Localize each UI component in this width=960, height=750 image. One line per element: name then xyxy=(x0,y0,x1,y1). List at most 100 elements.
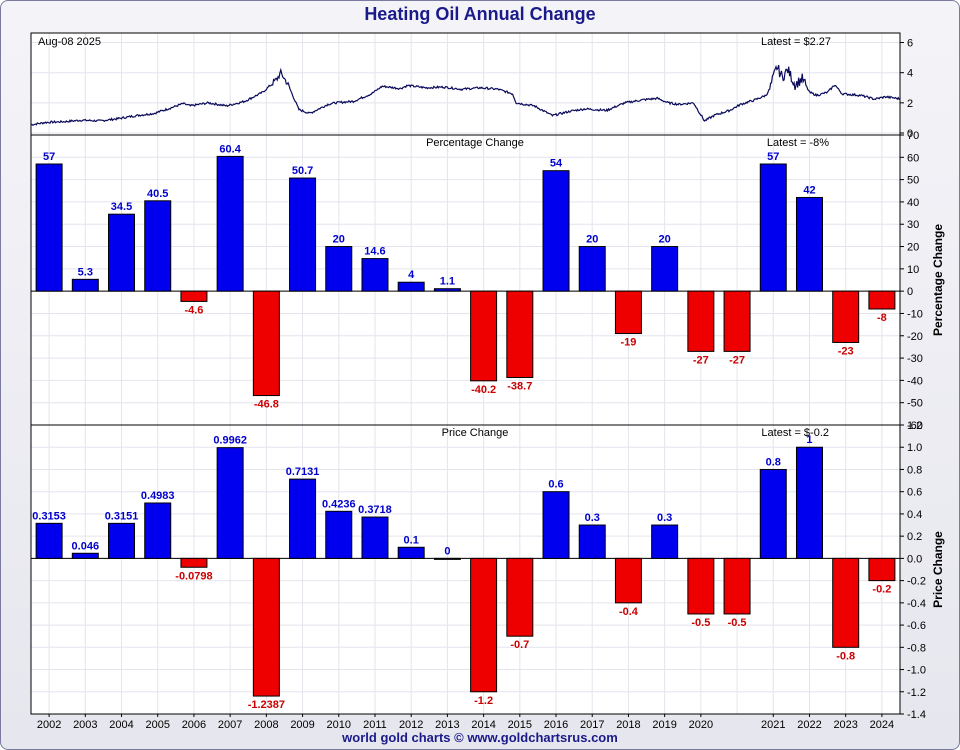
bar-value-label: 60.4 xyxy=(219,143,241,155)
bar-value-label: 0.046 xyxy=(72,540,100,552)
y-tick-label: 2 xyxy=(907,98,913,110)
bar xyxy=(832,290,860,343)
y-tick-label: -0.6 xyxy=(907,620,926,632)
y-tick-label: 0 xyxy=(907,286,913,298)
bar xyxy=(868,290,896,310)
bar xyxy=(35,163,63,292)
panel-background xyxy=(31,33,900,135)
x-tick-label: 2009 xyxy=(290,719,314,731)
bar xyxy=(470,290,498,382)
y-tick-label: -1.0 xyxy=(907,665,926,677)
bar-value-label: -8 xyxy=(877,312,887,324)
bar xyxy=(397,546,425,559)
bar xyxy=(216,155,244,292)
bar xyxy=(651,246,679,292)
bar-value-label: 34.5 xyxy=(111,201,132,213)
latest-label: Latest = -8% xyxy=(767,137,829,149)
bar-value-label: 14.6 xyxy=(364,246,385,258)
y-tick-label: -10 xyxy=(907,308,923,320)
bar xyxy=(289,478,317,559)
y-tick-label: 0.6 xyxy=(907,487,922,499)
bar xyxy=(180,290,208,302)
x-tick-label: 2020 xyxy=(689,719,713,731)
bar-value-label: -27 xyxy=(729,354,745,366)
bar xyxy=(289,177,317,292)
bar-value-label: 20 xyxy=(586,234,598,246)
bar xyxy=(361,516,389,559)
y-tick-label: 6 xyxy=(907,38,913,50)
bar-value-label: -38.7 xyxy=(507,380,532,392)
y-tick-label: 1.2 xyxy=(907,420,922,432)
bar-value-label: 1.1 xyxy=(440,276,455,288)
bar-value-label: -0.2 xyxy=(872,584,891,596)
bar xyxy=(108,213,136,292)
bar xyxy=(144,502,172,559)
bar-value-label: 0.6 xyxy=(548,479,563,491)
y-tick-label: -1.2 xyxy=(907,687,926,699)
bar xyxy=(759,163,787,292)
bar-value-label: 0.3 xyxy=(585,512,600,524)
y-tick-label: -20 xyxy=(907,331,923,343)
bar xyxy=(180,557,208,568)
y-tick-label: -0.2 xyxy=(907,576,926,588)
bar-value-label: 0.7131 xyxy=(286,466,320,478)
latest-price-label: Latest = $2.27 xyxy=(761,36,831,48)
bar-value-label: -0.8 xyxy=(836,650,855,662)
x-tick-label: 2003 xyxy=(73,719,97,731)
bar-value-label: 4 xyxy=(408,269,415,281)
bar xyxy=(506,290,534,378)
bar xyxy=(578,246,606,292)
bar xyxy=(687,290,715,352)
y-tick-label: 0.8 xyxy=(907,464,922,476)
bar xyxy=(325,246,353,292)
bar-value-label: -4.6 xyxy=(184,304,203,316)
bar-value-label: -0.5 xyxy=(728,617,747,629)
bar-value-label: -0.0798 xyxy=(175,570,212,582)
bar xyxy=(614,290,642,335)
bar xyxy=(795,446,823,559)
panel-border xyxy=(30,424,901,715)
bar-value-label: -19 xyxy=(620,337,636,349)
bar-value-label: 0.4983 xyxy=(141,490,175,502)
bar-value-label: 20 xyxy=(333,234,345,246)
y-tick-label: 0.2 xyxy=(907,531,922,543)
y-tick-label: 30 xyxy=(907,219,919,231)
y-tick-label: 20 xyxy=(907,242,919,254)
bar xyxy=(108,522,136,559)
bar-value-label: 0.3 xyxy=(657,512,672,524)
bar xyxy=(723,557,751,615)
bar xyxy=(144,200,172,292)
y-tick-label: 50 xyxy=(907,175,919,187)
bar xyxy=(361,258,389,292)
bar-value-label: 0.9962 xyxy=(213,435,247,447)
bar-value-label: 0.3718 xyxy=(358,504,392,516)
bar xyxy=(687,557,715,615)
bar-value-label: 0.8 xyxy=(766,456,781,468)
bar-value-label: -23 xyxy=(838,345,854,357)
y-tick-label: -50 xyxy=(907,398,923,410)
x-tick-label: 2015 xyxy=(508,719,532,731)
x-tick-label: 2022 xyxy=(797,719,821,731)
x-tick-label: 2017 xyxy=(580,719,604,731)
panel-title: Price Change xyxy=(442,427,509,439)
panel-background xyxy=(31,425,900,714)
bar-value-label: 40.5 xyxy=(147,188,168,200)
chart-footer: world gold charts © www.goldchartsrus.co… xyxy=(342,730,618,745)
y-tick-label: 0.4 xyxy=(907,509,922,521)
bar xyxy=(252,290,280,397)
y-tick-label: -60 xyxy=(907,420,923,432)
y-tick-label: -0.8 xyxy=(907,642,926,654)
x-tick-label: 2008 xyxy=(254,719,278,731)
bar-value-label: 1 xyxy=(806,434,812,446)
x-tick-label: 2016 xyxy=(544,719,568,731)
bar-value-label: -0.5 xyxy=(691,617,710,629)
bar xyxy=(651,524,679,559)
bar xyxy=(252,557,280,697)
x-tick-label: 2006 xyxy=(182,719,206,731)
bar-value-label: 0.3151 xyxy=(105,510,139,522)
bar-value-label: 5.3 xyxy=(78,266,93,278)
x-tick-label: 2011 xyxy=(363,719,387,731)
bar xyxy=(71,552,99,559)
bar-value-label: -46.8 xyxy=(254,399,279,411)
